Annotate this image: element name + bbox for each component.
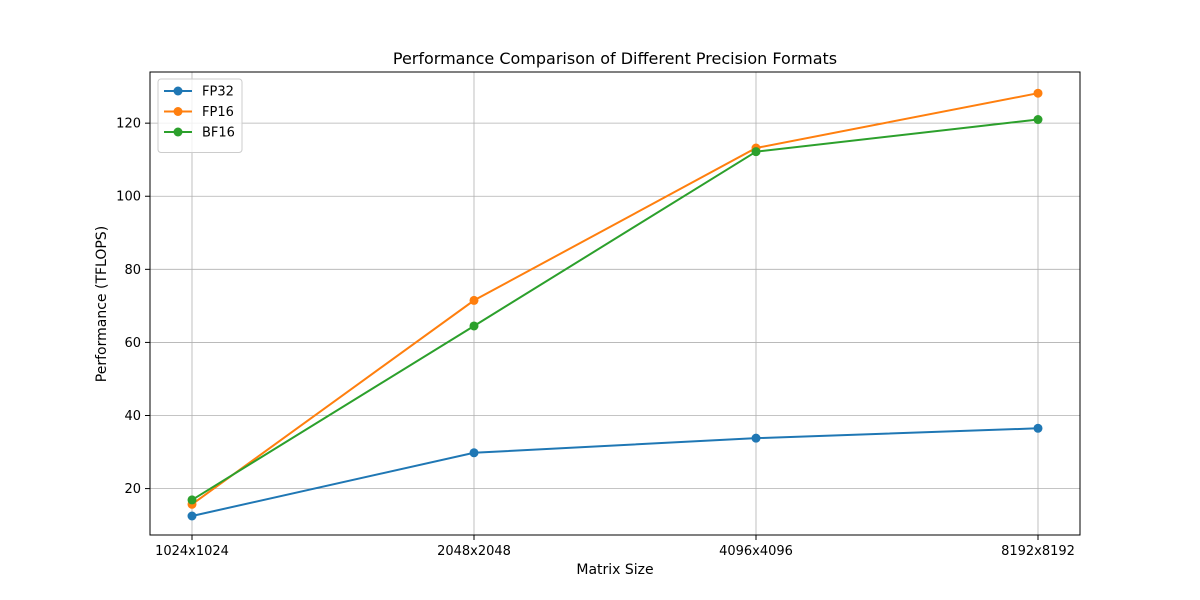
data-point-bf16	[187, 495, 197, 505]
data-point-bf16	[469, 321, 479, 331]
legend: FP32 FP16 BF16	[157, 78, 243, 153]
legend-label-fp32: FP32	[202, 85, 234, 100]
x-tick-label: 1024x1024	[155, 544, 229, 559]
y-axis-label: Performance (TFLOPS)	[94, 226, 110, 382]
legend-label-fp16: FP16	[202, 105, 234, 120]
series-line-bf16	[191, 118, 1039, 501]
y-tick-label: 60	[124, 336, 141, 351]
data-point-fp16	[1033, 88, 1043, 98]
series-layer	[187, 88, 1043, 521]
axes-layer: 1024x1024 2048x2048 4096x4096 8192x8192 20 40…	[116, 71, 1081, 559]
plot-frame	[149, 71, 1081, 536]
x-tick-label: 2048x2048	[437, 544, 511, 559]
x-tick-label: 4096x4096	[719, 544, 793, 559]
data-point-fp16	[469, 295, 479, 305]
y-tick-label: 20	[124, 482, 141, 497]
data-point-bf16	[751, 147, 761, 157]
x-axis-label: Matrix Size	[576, 562, 653, 578]
legend-marker-fp32	[173, 86, 183, 96]
series-line-fp32	[191, 427, 1039, 517]
grid-layer	[150, 72, 1080, 535]
chart-title: Performance Comparison of Different Prec…	[393, 49, 837, 68]
x-tick-label: 8192x8192	[1001, 544, 1075, 559]
data-point-fp32	[1033, 423, 1043, 433]
data-point-fp32	[751, 433, 761, 443]
legend-marker-fp16	[173, 107, 183, 116]
data-point-fp32	[469, 448, 479, 458]
data-point-bf16	[1033, 115, 1043, 125]
y-tick-label: 120	[116, 117, 141, 132]
y-tick-label: 100	[116, 190, 141, 205]
legend-label-bf16: BF16	[202, 126, 235, 141]
y-tick-label: 80	[124, 263, 141, 278]
y-tick-label: 40	[124, 409, 141, 424]
data-point-fp32	[187, 511, 197, 521]
series-line-fp16	[191, 92, 1039, 506]
legend-marker-bf16	[173, 127, 183, 137]
